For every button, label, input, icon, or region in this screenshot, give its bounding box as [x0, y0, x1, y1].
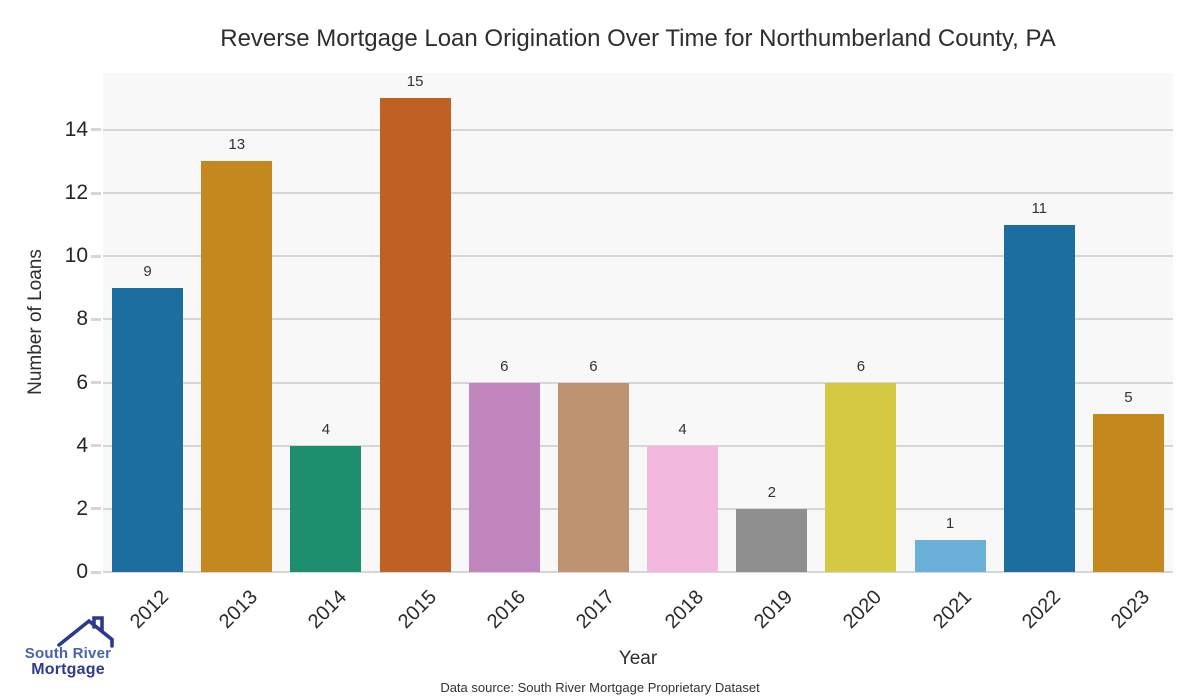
bar-value-label: 6 — [856, 357, 866, 375]
gridline — [103, 571, 1173, 573]
x-tick-label: 2020 — [839, 586, 887, 634]
bar-2022 — [1003, 224, 1075, 572]
logo-text-line1: South River — [24, 645, 112, 662]
bar-value-label: 11 — [1031, 199, 1048, 217]
x-tick-label: 2022 — [1017, 586, 1065, 634]
bar-2012 — [112, 287, 184, 572]
bar-2019 — [736, 508, 808, 572]
x-tick-label: 2013 — [215, 586, 263, 634]
bar-value-label: 2 — [767, 483, 776, 501]
bar-value-label: 1 — [945, 515, 955, 533]
x-tick-label: 2023 — [1106, 586, 1154, 634]
x-tick-label: 2021 — [928, 586, 976, 634]
bar-2021 — [914, 540, 986, 572]
y-tick-label: 14 — [64, 117, 88, 141]
bar-2013 — [201, 161, 273, 572]
y-tick-label: 0 — [76, 560, 88, 583]
x-tick-label: 2016 — [482, 586, 530, 634]
x-tick-label: 2015 — [393, 586, 441, 634]
bar-2020 — [825, 382, 897, 572]
house-roof-icon — [57, 616, 114, 648]
y-tick-mark — [91, 381, 101, 384]
bar-2015 — [379, 98, 451, 572]
y-tick-label: 4 — [76, 433, 88, 457]
y-tick-label: 2 — [76, 496, 88, 520]
bar-value-label: 6 — [589, 357, 598, 375]
gridline — [103, 381, 1173, 384]
y-tick-label: 12 — [64, 181, 88, 204]
bar-2014 — [290, 445, 362, 572]
gridline — [103, 255, 1173, 258]
gridline — [103, 318, 1173, 321]
chart-title: Reverse Mortgage Loan Origination Over T… — [220, 25, 1056, 52]
bar-value-label: 6 — [500, 357, 509, 375]
y-tick-label: 8 — [76, 307, 88, 331]
bar-value-label: 4 — [678, 420, 687, 438]
logo-text-line2: Mortgage — [31, 661, 105, 678]
y-tick-mark — [91, 128, 101, 132]
bar-value-label: 4 — [321, 420, 331, 438]
bar-value-label: 5 — [1124, 389, 1133, 407]
y-tick-mark — [91, 191, 101, 195]
bar-value-label: 15 — [406, 73, 424, 91]
y-tick-mark — [91, 570, 101, 574]
x-tick-label: 2018 — [661, 586, 709, 634]
bar-2018 — [647, 445, 719, 572]
bar-2017 — [557, 382, 629, 572]
bar-2023 — [1092, 414, 1164, 572]
gridline — [103, 507, 1173, 510]
x-tick-label: 2017 — [571, 586, 619, 634]
y-tick-mark — [91, 254, 101, 258]
bar-value-label: 13 — [228, 136, 246, 154]
x-axis-title: Year — [618, 648, 658, 669]
gridline — [103, 444, 1173, 447]
bar-value-label: 9 — [143, 262, 152, 280]
y-tick-mark — [91, 507, 101, 511]
y-tick-label: 10 — [64, 244, 88, 268]
x-axis: 2012 2013 2014 2015 2016 2017 2018 2019 2020 2021… — [103, 572, 1173, 642]
data-source-note: Data source: South River Mortgage Propri… — [440, 680, 760, 695]
x-tick-label: 2019 — [750, 586, 798, 634]
y-tick-mark — [91, 317, 101, 321]
y-tick-mark — [91, 444, 101, 448]
plot-area: 9 13 4 15 6 6 4 2 6 1 11 5 — [103, 73, 1173, 573]
gridline — [103, 192, 1173, 194]
south-river-mortgage-logo: South River Mortgage — [18, 612, 140, 682]
bar-2016 — [468, 382, 540, 572]
x-tick-label: 2014 — [304, 586, 352, 634]
gridline — [103, 128, 1173, 131]
y-tick-label: 6 — [76, 370, 88, 394]
